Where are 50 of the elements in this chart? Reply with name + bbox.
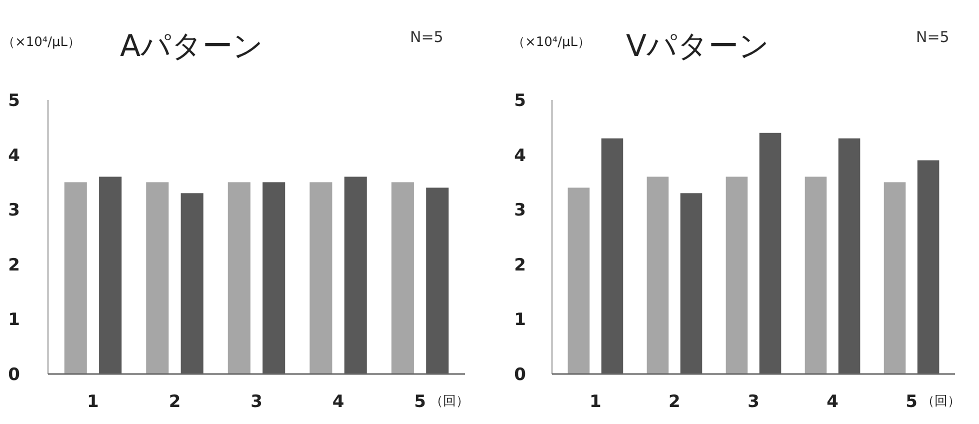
- bar: [804, 176, 827, 374]
- bar: [917, 160, 940, 374]
- x-tick-label: 2: [168, 392, 181, 412]
- bar: [180, 193, 204, 374]
- bar: [391, 182, 414, 374]
- text: N=5: [916, 28, 950, 46]
- bar: [568, 188, 590, 374]
- bar: [759, 132, 782, 374]
- y-tick-label: 3: [8, 200, 20, 221]
- x-tick-label: 2: [668, 392, 680, 412]
- bar: [228, 182, 250, 374]
- y-axis-title: （×10⁴/μL）: [512, 35, 591, 50]
- x-tick-label: 5: [414, 392, 426, 412]
- y-tick-label: 5: [8, 90, 20, 111]
- chart-title: Vパターン: [626, 29, 770, 64]
- bar: [99, 176, 122, 374]
- x-tick-label: 4: [332, 392, 344, 412]
- bar: [146, 182, 169, 374]
- y-tick-label: 2: [8, 255, 20, 276]
- bar: [646, 176, 669, 374]
- y-axis-title: （×10⁴/μL）: [2, 35, 81, 50]
- y-tick-label: 1: [8, 310, 20, 330]
- y-tick-label: 4: [514, 146, 526, 166]
- chart-title: Aパターン: [120, 29, 264, 64]
- x-axis-title: （回）: [430, 394, 470, 409]
- y-tick-label: 3: [514, 200, 526, 221]
- x-tick-label: 1: [590, 392, 602, 412]
- bar: [726, 176, 748, 374]
- y-tick-label: 5: [514, 90, 526, 111]
- bar: [601, 138, 624, 374]
- bar: [310, 182, 332, 374]
- y-tick-label: 0: [514, 364, 526, 385]
- y-tick-label: 1: [514, 310, 526, 330]
- x-tick-label: 5: [906, 392, 918, 412]
- bar: [426, 188, 449, 374]
- x-tick-label: 3: [748, 392, 760, 412]
- bar: [64, 182, 87, 374]
- text: N=5: [410, 28, 444, 46]
- bar: [838, 138, 860, 374]
- x-tick-label: 4: [826, 392, 839, 412]
- bar: [680, 193, 702, 374]
- y-tick-label: 4: [8, 146, 20, 166]
- bar: [884, 182, 906, 374]
- y-tick-label: 0: [8, 364, 20, 385]
- bar: [262, 182, 286, 374]
- x-axis-title: （回）: [922, 394, 961, 409]
- y-tick-label: 2: [514, 255, 526, 276]
- x-tick-label: 1: [87, 392, 99, 412]
- bar: [344, 176, 367, 374]
- x-tick-label: 3: [250, 392, 262, 412]
